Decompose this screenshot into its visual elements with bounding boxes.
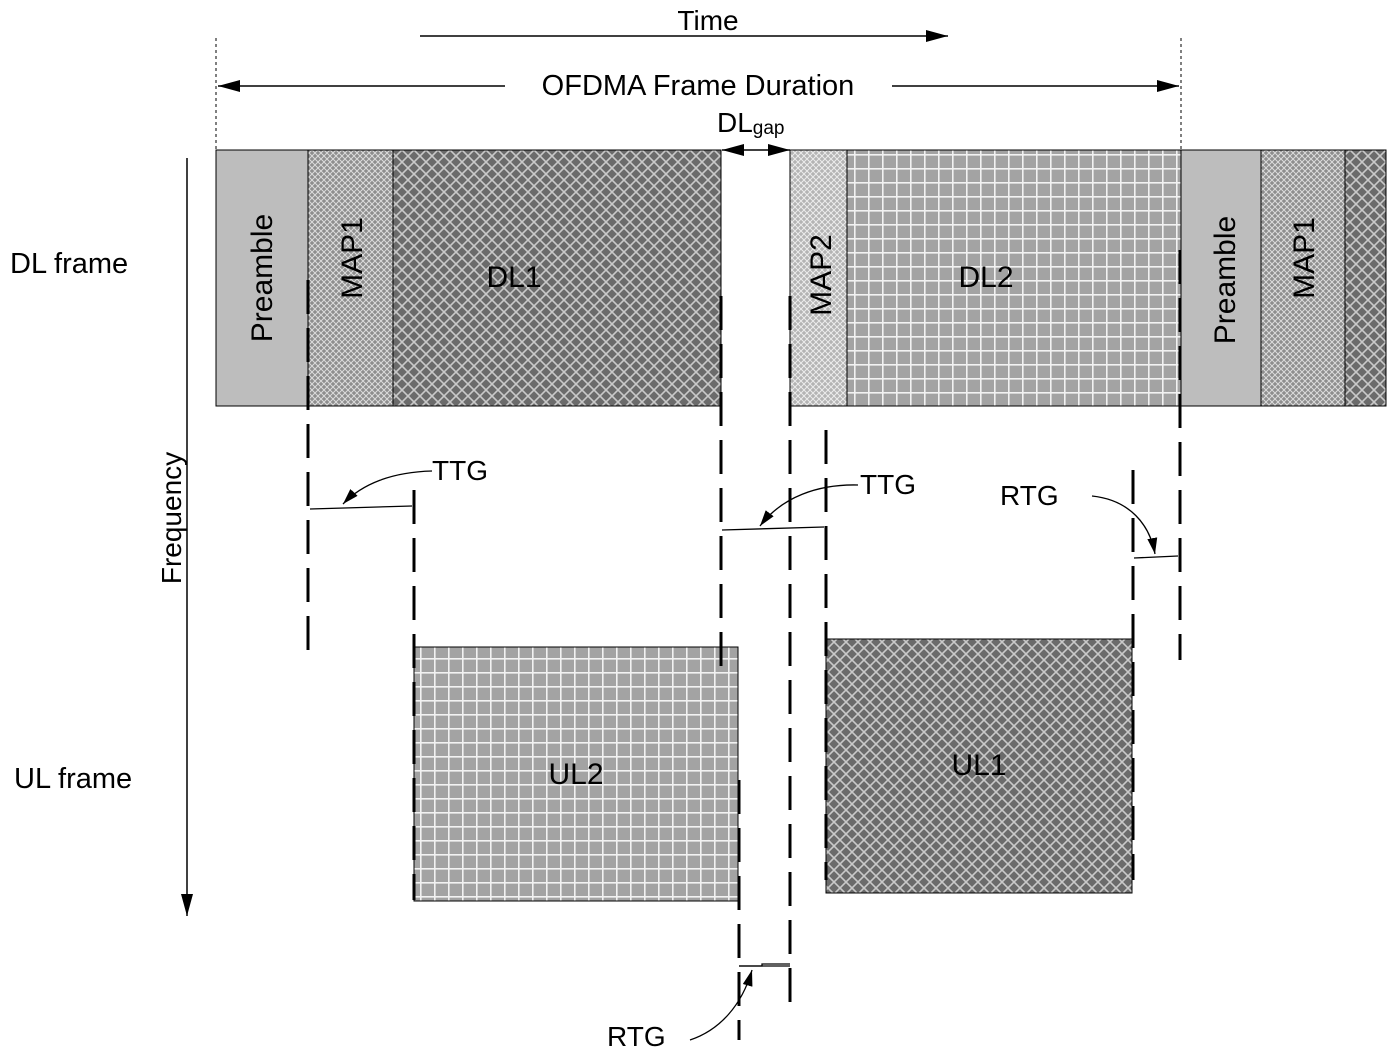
dl2-label: DL2	[958, 261, 1013, 294]
ul2-label: UL2	[548, 758, 603, 791]
map1-label-1: MAP1	[336, 217, 369, 299]
frame-duration-indicator: OFDMA Frame Duration	[215, 38, 1182, 150]
map2-label: MAP2	[805, 234, 838, 316]
dl-gap-indicator: DLgap	[717, 107, 790, 156]
ttg-label-1: TTG	[432, 455, 488, 486]
ul-frame-label: UL frame	[14, 763, 132, 795]
rtg-label-1: RTG	[1000, 480, 1059, 511]
dl2-block	[846, 149, 1182, 407]
map2-block	[789, 149, 848, 407]
preamble-label-1: Preamble	[246, 214, 279, 342]
frequency-label: Frequency	[156, 452, 187, 584]
dl1-label: DL1	[486, 261, 541, 294]
map1-block-1	[307, 149, 394, 407]
time-label: Time	[677, 5, 738, 36]
dl-frame-blocks: Preamble MAP1 DL1 MAP2 DL2 Preamble MAP1	[215, 149, 1387, 407]
preamble-block-1	[215, 149, 309, 407]
ul1-label: UL1	[951, 749, 1006, 782]
ul2-block	[413, 646, 739, 902]
frequency-axis: Frequency	[156, 158, 193, 916]
dl-gap-label: DLgap	[717, 107, 785, 139]
ttg-label-2: TTG	[860, 469, 916, 500]
map1-label-2: MAP1	[1288, 217, 1321, 299]
timing-boundaries	[306, 250, 1182, 1040]
dl-frame-label: DL frame	[10, 248, 128, 280]
map1-block-2	[1260, 149, 1346, 407]
dl1-block	[392, 149, 722, 407]
ul1-block	[825, 638, 1133, 894]
time-axis: Time	[420, 5, 948, 42]
frame-duration-label: OFDMA Frame Duration	[542, 70, 855, 102]
ul-frame-blocks: UL2 UL1	[413, 638, 1133, 902]
preamble-label-2: Preamble	[1209, 216, 1242, 344]
gap-markers: TTG TTG RTG RTG	[309, 455, 1179, 1052]
dl-next-block	[1344, 149, 1387, 407]
rtg-label-2: RTG	[607, 1021, 666, 1052]
